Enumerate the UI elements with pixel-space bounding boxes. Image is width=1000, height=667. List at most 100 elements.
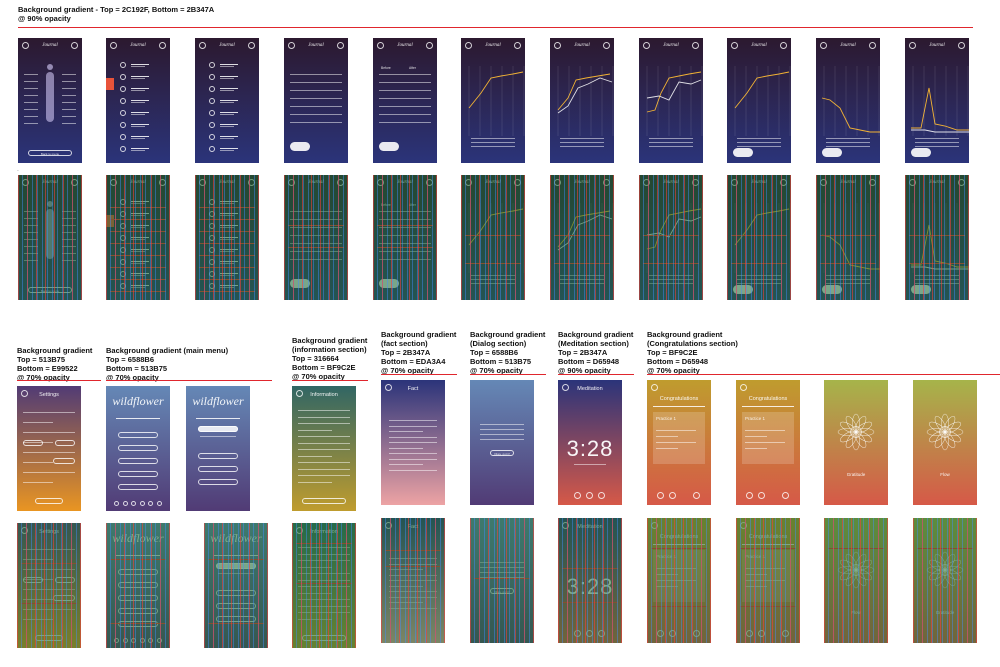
menu-icon[interactable] (110, 42, 117, 49)
list-item-icon[interactable] (120, 62, 126, 68)
settings-icon[interactable] (780, 42, 787, 49)
menu-item-button[interactable] (118, 432, 158, 438)
list-item-icon[interactable] (209, 74, 215, 80)
back-icon[interactable] (562, 384, 569, 391)
list-item-icon[interactable] (209, 98, 215, 104)
okay-button[interactable]: Okay, got it! (490, 450, 514, 456)
practice-card[interactable] (653, 412, 705, 464)
save-icon[interactable] (669, 492, 676, 499)
pause-icon[interactable] (586, 492, 593, 499)
settings-icon[interactable] (159, 42, 166, 49)
partner-logo-icon (148, 501, 153, 506)
back-icon[interactable] (296, 390, 303, 397)
screen-title: Journal (485, 43, 501, 48)
view-toggle[interactable] (822, 148, 842, 157)
list-item-icon[interactable] (209, 122, 215, 128)
list-item-icon[interactable] (209, 110, 215, 116)
continue-button[interactable] (302, 498, 346, 504)
apply-button[interactable] (35, 498, 63, 504)
menu-item-button[interactable] (118, 484, 158, 490)
menu-icon[interactable] (22, 42, 29, 49)
list-item-icon[interactable] (209, 146, 215, 152)
menu-icon[interactable] (199, 42, 206, 49)
option-button[interactable] (23, 440, 43, 446)
view-toggle[interactable] (733, 148, 753, 157)
body-label (24, 102, 38, 103)
text-line (389, 425, 437, 427)
note-line: Bottom = D65948 (558, 357, 620, 366)
share-icon[interactable] (657, 492, 664, 499)
dialog-text-line (480, 434, 524, 435)
settings-icon[interactable] (603, 42, 610, 49)
back-icon[interactable] (21, 390, 28, 397)
menu-icon[interactable] (820, 42, 827, 49)
menu-item-button[interactable] (198, 479, 238, 485)
note-line: Bottom = E99522 (17, 364, 78, 373)
option-button[interactable] (55, 440, 75, 446)
menu-gradient-note: Background gradient (main menu) Top = 65… (106, 346, 228, 382)
rewind-icon[interactable] (574, 492, 581, 499)
text-line (298, 429, 332, 431)
text-line (298, 481, 332, 483)
list-item-icon[interactable] (120, 146, 126, 152)
settings-icon[interactable] (692, 42, 699, 49)
option-button[interactable] (53, 458, 75, 464)
list-item-icon[interactable] (120, 86, 126, 92)
settings-icon[interactable] (248, 42, 255, 49)
practice-card[interactable] (742, 412, 794, 464)
settings-icon[interactable] (337, 42, 344, 49)
list-item-icon[interactable] (120, 122, 126, 128)
menu-item-button[interactable] (198, 466, 238, 472)
practice-detail-line (656, 430, 696, 431)
stat-line (915, 146, 959, 147)
menu-item-button[interactable] (118, 471, 158, 477)
layout-grid-overlay (195, 175, 259, 300)
list-item-icon[interactable] (209, 86, 215, 92)
note-line: Top = 513B75 (17, 355, 66, 364)
menu-item-button[interactable] (198, 453, 238, 459)
list-item-icon[interactable] (120, 98, 126, 104)
next-icon[interactable] (782, 492, 789, 499)
view-toggle[interactable] (290, 142, 310, 151)
list-item-icon[interactable] (120, 134, 126, 140)
selected-menu-item[interactable] (198, 426, 238, 432)
share-icon[interactable] (746, 492, 753, 499)
information-screen: Information (292, 523, 356, 648)
settings-icon[interactable] (514, 42, 521, 49)
save-icon[interactable] (758, 492, 765, 499)
back-to-menu-button[interactable]: Back to menu (28, 150, 72, 156)
settings-icon[interactable] (426, 42, 433, 49)
list-item-sublabel (131, 150, 145, 151)
list-item-icon[interactable] (120, 110, 126, 116)
menu-icon[interactable] (377, 42, 384, 49)
forward-icon[interactable] (598, 492, 605, 499)
journal-screen: Journal (816, 175, 880, 300)
view-toggle[interactable] (911, 148, 931, 157)
screen-title: Journal (574, 43, 590, 48)
settings-icon[interactable] (869, 42, 876, 49)
note-line: @ 70% opacity (381, 366, 434, 375)
menu-icon[interactable] (731, 42, 738, 49)
menu-item-button[interactable] (118, 458, 158, 464)
settings-icon[interactable] (71, 42, 78, 49)
list-item-icon[interactable] (209, 62, 215, 68)
journal-screen: Journal (727, 175, 791, 300)
menu-icon[interactable] (465, 42, 472, 49)
settings-icon[interactable] (958, 42, 965, 49)
menu-icon[interactable] (554, 42, 561, 49)
body-label (24, 88, 38, 89)
menu-icon[interactable] (643, 42, 650, 49)
home-icon[interactable] (651, 384, 658, 391)
view-toggle[interactable] (379, 142, 399, 151)
next-icon[interactable] (693, 492, 700, 499)
menu-icon[interactable] (288, 42, 295, 49)
list-item-icon[interactable] (209, 134, 215, 140)
text-line (298, 462, 350, 463)
menu-item-button[interactable] (118, 445, 158, 451)
back-icon[interactable] (385, 384, 392, 391)
menu-icon[interactable] (909, 42, 916, 49)
list-item-icon[interactable] (120, 74, 126, 80)
main-menu-screen: wildflower (106, 386, 170, 511)
home-icon[interactable] (740, 384, 747, 391)
body-label (24, 123, 38, 124)
